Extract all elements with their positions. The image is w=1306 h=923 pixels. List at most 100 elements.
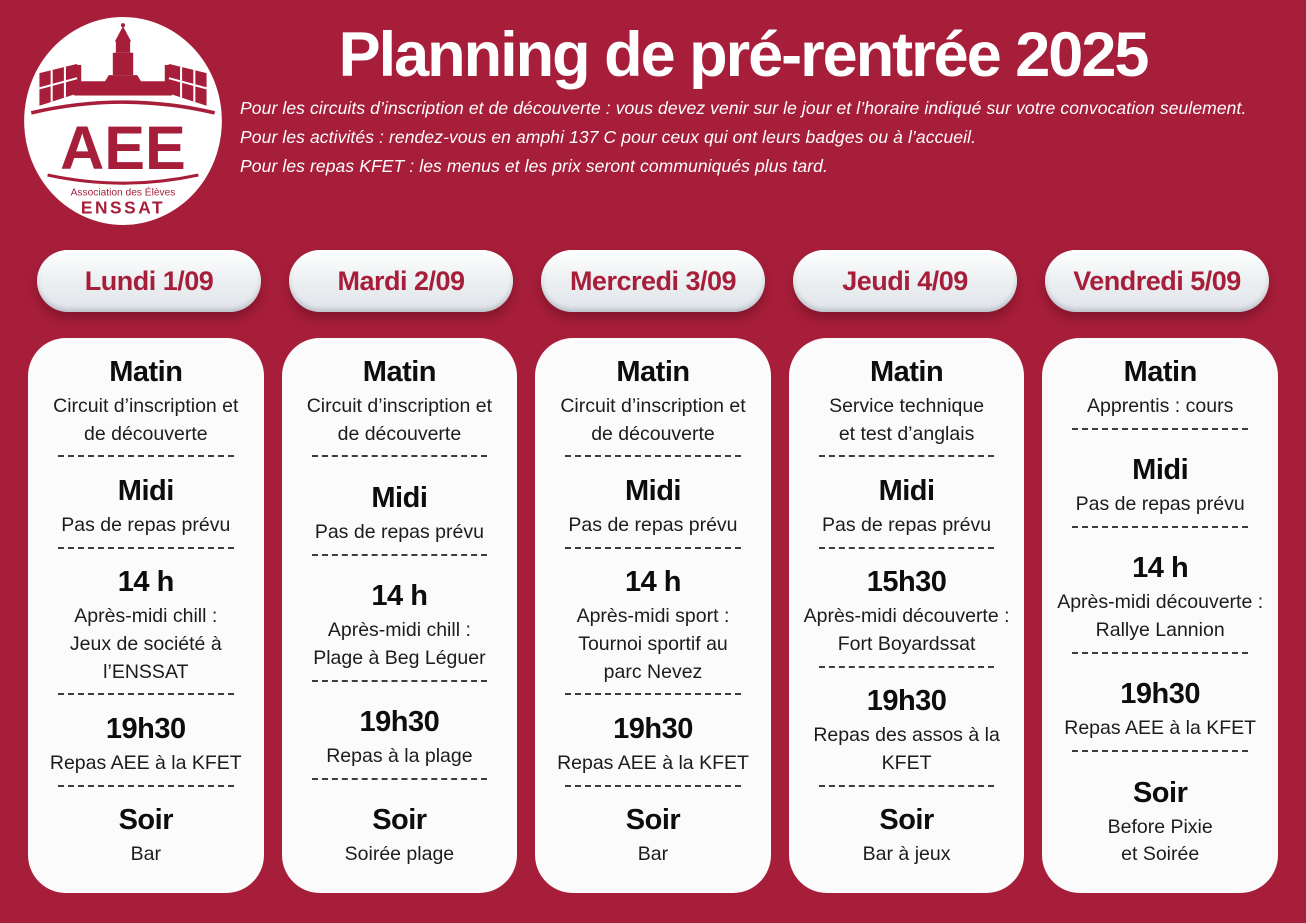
dashed-divider [57,546,234,549]
note-line: Pour les activités : rendez-vous en amph… [240,127,977,148]
schedule-slot: Midi Pas de repas prévu [1050,454,1270,528]
note-line: Pour les circuits d’inscription et de dé… [240,98,1247,119]
slot-activity: Pas de repas prévu [61,514,231,536]
schedule-slot: 19h30 Repas AEE à la KFET [543,713,763,787]
slot-activity: Pas de repas prévu [314,520,484,543]
slot-time-label: Soir [118,804,174,837]
schedule-slot: Soir Bar à jeux [797,804,1017,869]
day-pill-label: Jeudi 4/09 [842,265,968,296]
day-pill-label: Lundi 1/09 [84,265,214,296]
dashed-divider [311,679,488,682]
schedule-slot: Soir Soirée plage [290,804,510,869]
slot-time-label: Matin [616,356,690,388]
slot-time-label: Soir [372,804,427,837]
logo-school-label: ENSSAT [81,198,165,218]
schedule-slot: Soir Bar [543,804,763,869]
slot-activity: Après-midi sport : Tournoi sportif au pa… [576,605,730,683]
dashed-divider [565,784,741,787]
header: AEE Association des Élèves ENSSAT Planni… [0,0,1306,228]
slot-time-label: 14 h [1132,552,1189,585]
slot-time-label: 15h30 [866,566,947,599]
slot-activity: Repas AEE à la KFET [1064,717,1257,740]
day-card: Matin Circuit d’inscription et de découve… [535,338,771,893]
slot-activity: Circuit d’inscription et de découverte [306,395,493,445]
day-card: Matin Circuit d’inscription et de découve… [281,338,518,893]
day-pill-label: Mercredi 3/09 [569,265,737,296]
logo-association-label: Association des Élèves [71,185,176,198]
dashed-divider [565,455,741,458]
aee-logo: AEE Association des Élèves ENSSAT [20,14,226,233]
schedule-slot: 19h30 Repas AEE à la KFET [1050,678,1270,753]
dashed-divider [57,455,234,458]
slot-time-label: Matin [1123,356,1198,388]
slot-time-label: Midi [117,475,174,507]
slot-time-label: Midi [624,475,681,507]
slot-time-label: 14 h [624,566,682,599]
day-pill-label: Vendredi 5/09 [1073,265,1241,296]
school-building-icon [39,23,207,106]
slot-time-label: Midi [878,475,935,507]
day-pill: Vendredi 5/09 [1045,250,1269,312]
schedule-slot: Matin Service technique et test d’anglais [797,356,1017,458]
slot-activity: Repas à la plage [326,745,473,768]
slot-time-label: 19h30 [359,706,440,739]
dashed-divider [818,546,995,549]
day-pill: Mercredi 3/09 [541,250,765,312]
slot-time-label: 19h30 [613,713,693,745]
slot-time-label: 14 h [117,566,175,599]
slot-activity: Repas des assos à la KFET [813,724,1000,774]
day-pill: Mardi 2/09 [289,250,513,312]
slot-activity: Repas AEE à la KFET [49,752,242,774]
slot-activity: Before Pixie et Soirée [1107,815,1213,866]
dashed-divider [565,693,741,696]
slot-activity: Bar [130,843,161,866]
day-pill: Jeudi 4/09 [793,250,1017,312]
slot-activity: Après-midi découverte : Rallye Lannion [1057,591,1264,642]
slot-time-label: Soir [625,804,681,837]
slot-activity: Après-midi découverte : Fort Boyardssat [803,605,1010,655]
slot-time-label: 19h30 [866,685,947,718]
dashed-divider [1072,427,1248,430]
note-line: Pour les repas KFET : les menus et les p… [240,156,828,177]
schedule-slot: Matin Apprentis : cours [1050,356,1270,430]
day-pill-label: Mardi 2/09 [337,265,465,296]
schedule-slot: 19h30 Repas à la plage [290,706,510,780]
schedule-slot: 14 h Après-midi découverte : Rallye Lanni… [1050,552,1270,654]
slot-activity: Circuit d’inscription et de découverte [53,395,239,445]
slot-activity: Bar à jeux [862,843,951,866]
slot-activity: Bar [637,843,669,866]
slot-time-label: Midi [1132,454,1189,487]
solar-panel-grid [39,66,207,102]
schedule-slot: Matin Circuit d’inscription et de découve… [543,356,763,458]
slot-time-label: Soir [1132,776,1188,809]
day-cards: Matin Circuit d’inscription et de découve… [0,338,1306,893]
dashed-divider [818,784,995,787]
dashed-divider [311,553,488,556]
slot-time-label: Matin [869,356,944,388]
slot-time-label: 19h30 [105,713,186,745]
day-pill: Lundi 1/09 [37,250,261,312]
schedule-slot: 14 h Après-midi chill : Plage à Beg Légue… [290,580,510,682]
dashed-divider [1072,750,1248,753]
day-pills: Lundi 1/09 Mardi 2/09 Mercredi 3/09 Jeudi 4… [0,250,1306,312]
slot-activity: Service technique et test d’anglais [829,395,985,445]
header-text: Planning de pré-rentrée 2025 Pour les ci… [226,14,1286,181]
day-card: Matin Service technique et test d’anglais… [788,338,1025,893]
schedule-slot: 19h30 Repas AEE à la KFET [36,713,256,787]
slot-time-label: Matin [362,356,437,388]
schedule-slot: 14 h Après-midi chill : Jeux de société à… [36,566,256,696]
schedule-slot: 15h30 Après-midi découverte : Fort Boyard… [797,566,1017,668]
dashed-divider [57,693,234,696]
slot-time-label: Midi [371,481,428,514]
page-title: Planning de pré-rentrée 2025 [338,20,1150,90]
schedule-slot: Midi Pas de repas prévu [290,482,510,556]
slot-activity: Pas de repas prévu [822,514,992,536]
slot-time-label: Soir [879,804,934,837]
schedule-slot: Matin Circuit d’inscription et de découve… [36,356,256,458]
slot-time-label: 19h30 [1120,678,1201,711]
dashed-divider [57,784,234,787]
slot-activity: Apprentis : cours [1087,395,1234,417]
schedule-slot: 19h30 Repas des assos à la KFET [797,685,1017,787]
schedule-slot: Soir Before Pixie et Soirée [1050,777,1270,869]
